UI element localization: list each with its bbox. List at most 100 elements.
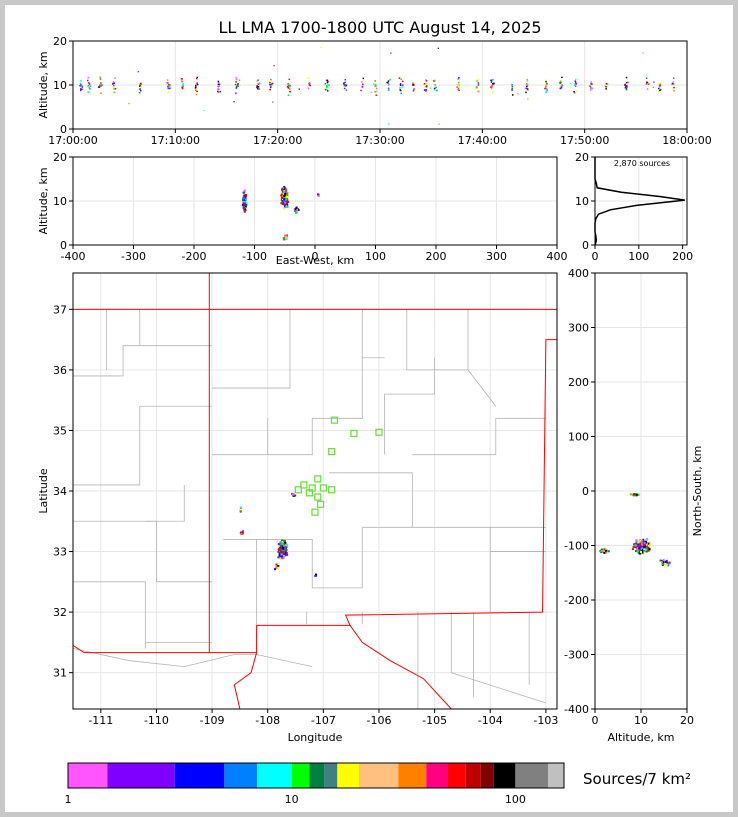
source-point xyxy=(386,81,388,84)
x-tick-label: 200 xyxy=(672,250,693,263)
source-point xyxy=(526,80,529,82)
source-point xyxy=(490,81,493,83)
station-marker xyxy=(294,486,302,494)
source-point xyxy=(258,88,261,90)
source-point xyxy=(605,86,607,88)
source-point xyxy=(296,209,299,212)
source-point xyxy=(575,83,578,85)
colorbar-frame xyxy=(67,762,565,789)
source-point xyxy=(272,101,274,103)
source-point xyxy=(659,85,661,87)
source-point xyxy=(281,550,284,553)
source-point xyxy=(194,89,197,91)
source-point xyxy=(279,550,282,553)
source-point xyxy=(280,551,283,554)
source-point xyxy=(458,81,460,84)
source-point xyxy=(633,545,636,548)
source-point xyxy=(413,83,415,85)
source-point xyxy=(458,77,460,79)
source-point xyxy=(644,540,647,543)
source-point xyxy=(286,201,289,204)
source-point xyxy=(281,187,284,190)
source-point xyxy=(280,553,283,556)
source-point xyxy=(283,543,286,546)
source-point xyxy=(326,90,329,92)
source-point xyxy=(236,84,239,87)
source-point xyxy=(559,84,561,86)
y-tick-label: 20 xyxy=(53,151,67,164)
x-tick-label: -104 xyxy=(478,714,503,727)
source-point xyxy=(286,206,289,209)
county-line xyxy=(212,309,291,389)
source-point xyxy=(80,83,82,86)
source-point xyxy=(649,543,652,546)
source-point xyxy=(100,83,103,86)
colorbar-segment xyxy=(548,763,564,788)
source-point xyxy=(640,546,643,549)
source-point xyxy=(526,84,528,86)
source-point xyxy=(425,79,427,81)
source-point xyxy=(605,82,608,85)
county-line xyxy=(145,484,185,522)
source-point xyxy=(235,87,238,89)
source-point xyxy=(285,205,288,208)
source-point xyxy=(343,85,345,88)
source-point xyxy=(629,493,632,496)
x-tick-label: -100 xyxy=(242,250,267,263)
source-point xyxy=(243,189,246,192)
source-point xyxy=(625,81,628,84)
source-point xyxy=(327,84,329,86)
source-point xyxy=(279,548,282,551)
source-point xyxy=(642,544,645,547)
source-point xyxy=(100,92,102,94)
source-point xyxy=(642,52,644,54)
source-point xyxy=(319,47,321,49)
x-tick-label: -107 xyxy=(311,714,336,727)
source-point xyxy=(591,83,593,85)
source-point xyxy=(375,90,377,93)
colorbar-tick-label: 100 xyxy=(505,793,526,806)
source-point xyxy=(236,83,239,85)
station-marker xyxy=(300,481,308,489)
source-point xyxy=(235,78,238,81)
source-point xyxy=(167,83,170,86)
x-tick-label: 200 xyxy=(426,250,447,263)
source-point xyxy=(112,80,115,83)
source-point xyxy=(284,540,287,543)
source-point xyxy=(217,83,220,86)
source-point xyxy=(625,88,628,91)
source-point xyxy=(477,79,479,81)
source-point xyxy=(545,87,548,90)
source-point xyxy=(326,79,329,82)
source-point xyxy=(282,552,285,555)
chart-title: LL LMA 1700-1800 UTC August 14, 2025 xyxy=(218,18,541,37)
source-point xyxy=(625,85,627,88)
y-tick-label: 0 xyxy=(60,123,67,136)
y-tick-label: 0 xyxy=(582,239,589,252)
source-point xyxy=(315,573,318,576)
source-point xyxy=(374,83,377,86)
source-point xyxy=(195,85,197,88)
source-point xyxy=(80,89,82,92)
station-marker xyxy=(328,448,336,456)
y-tick-label: 20 xyxy=(53,35,67,48)
source-point xyxy=(285,553,288,556)
source-point xyxy=(569,83,571,85)
colorbar-tick-label: 1 xyxy=(65,793,72,806)
source-point xyxy=(662,561,665,564)
colorbar-segment xyxy=(174,763,225,788)
source-point xyxy=(638,547,641,550)
source-point xyxy=(325,88,328,91)
source-point xyxy=(361,81,363,83)
y-tick-label: 33 xyxy=(53,546,67,559)
source-point xyxy=(643,548,646,551)
source-point xyxy=(648,542,651,545)
source-point xyxy=(512,94,514,96)
source-point xyxy=(573,92,576,94)
source-point xyxy=(635,544,638,547)
source-point xyxy=(635,545,638,548)
source-point xyxy=(590,81,592,83)
source-point xyxy=(362,83,364,86)
source-point xyxy=(645,83,648,85)
source-point xyxy=(607,550,610,553)
